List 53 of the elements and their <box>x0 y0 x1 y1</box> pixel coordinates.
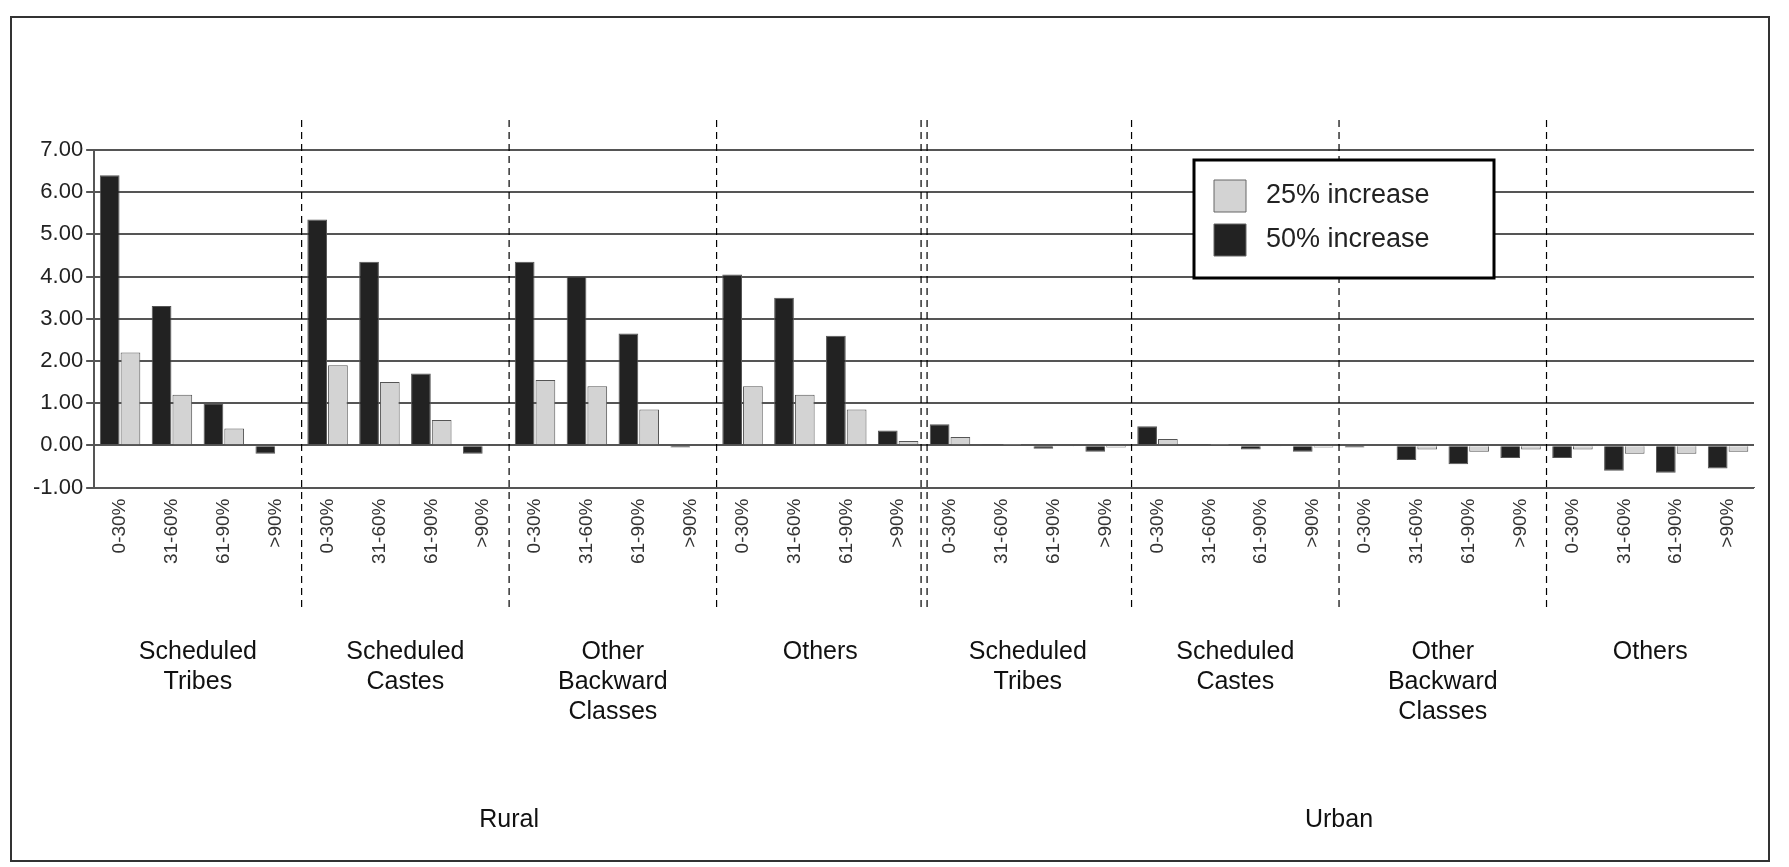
legend-label: 25% increase <box>1266 179 1430 210</box>
text: Scheduled Castes <box>1176 635 1295 694</box>
y-tick-label: -1.00 <box>32 473 84 499</box>
x-tick-label: 0-30% <box>1560 498 1582 554</box>
x-tick-label: 0-30% <box>938 498 960 554</box>
x-tick-label: 0-30% <box>315 498 337 554</box>
text: Urban <box>1304 803 1374 832</box>
x-tick-label: 61-90% <box>1456 498 1478 565</box>
y-tick-label: 2.00 <box>40 347 84 373</box>
x-tick-label: 31-60% <box>1197 498 1219 565</box>
x-tick-label: 61-90% <box>627 498 649 565</box>
y-tick-label: 6.00 <box>40 178 84 204</box>
x-tick-label: 0-30% <box>1353 498 1375 554</box>
x-tick-label: >90% <box>1301 498 1323 548</box>
x-tick-label: >90% <box>1508 498 1530 548</box>
y-tick-label: 1.00 <box>40 389 84 415</box>
text: Scheduled Tribes <box>138 635 257 694</box>
y-tick-label: 3.00 <box>40 304 84 330</box>
x-tick-label: 61-90% <box>419 498 441 565</box>
x-tick-label: 0-30% <box>730 498 752 554</box>
y-tick-label: 5.00 <box>40 220 84 246</box>
y-tick-label: 4.00 <box>40 262 84 288</box>
x-tick-label: 31-60% <box>160 498 182 565</box>
legend-label: 50% increase <box>1266 223 1430 254</box>
x-tick-label: 31-60% <box>990 498 1012 565</box>
x-tick-label: 31-60% <box>782 498 804 565</box>
x-tick-label: 31-60% <box>1405 498 1427 565</box>
x-tick-label: 31-60% <box>575 498 597 565</box>
x-tick-label: >90% <box>1093 498 1115 548</box>
x-tick-label: 0-30% <box>523 498 545 554</box>
x-tick-label: 61-90% <box>834 498 856 565</box>
x-tick-label: >90% <box>263 498 285 548</box>
x-tick-label: >90% <box>1716 498 1738 548</box>
x-tick-label: 61-90% <box>1041 498 1063 565</box>
x-tick-label: >90% <box>678 498 700 548</box>
text: Others <box>1612 635 1688 664</box>
y-tick-label: 7.00 <box>40 136 84 162</box>
text: Scheduled Castes <box>346 635 465 694</box>
text: Other Backward Classes <box>557 635 668 724</box>
x-tick-label: 0-30% <box>1145 498 1167 554</box>
text: Other Backward Classes <box>1387 635 1498 724</box>
text: Others <box>782 635 858 664</box>
x-tick-label: 31-60% <box>1612 498 1634 565</box>
y-tick-label: 0.00 <box>40 431 84 457</box>
x-tick-label: 61-90% <box>212 498 234 565</box>
x-tick-label: >90% <box>886 498 908 548</box>
x-tick-label: 31-60% <box>367 498 389 565</box>
x-tick-label: 61-90% <box>1664 498 1686 565</box>
x-tick-label: 0-30% <box>108 498 130 554</box>
x-tick-label: 61-90% <box>1249 498 1271 565</box>
text: Rural <box>479 803 539 832</box>
text: Scheduled Tribes <box>968 635 1087 694</box>
x-tick-label: >90% <box>471 498 493 548</box>
